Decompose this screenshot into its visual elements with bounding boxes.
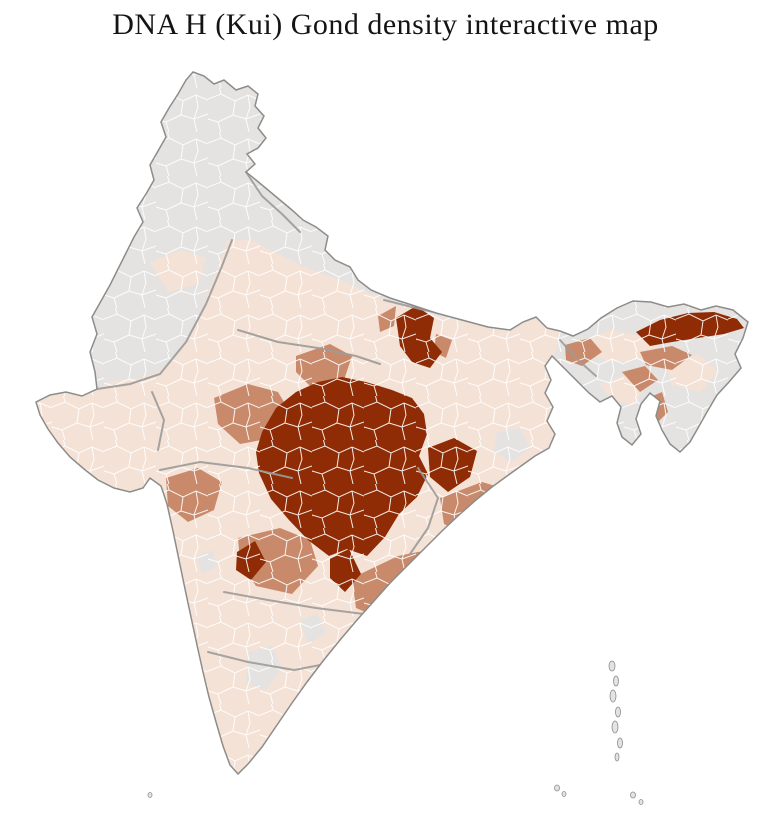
- island-chain-nicobar[interactable]: [554, 784, 644, 805]
- page-title: DNA H (Kui) Gond density interactive map: [112, 8, 659, 41]
- island-chain-andaman[interactable]: [608, 660, 623, 762]
- island-lakshadweep[interactable]: [147, 792, 153, 798]
